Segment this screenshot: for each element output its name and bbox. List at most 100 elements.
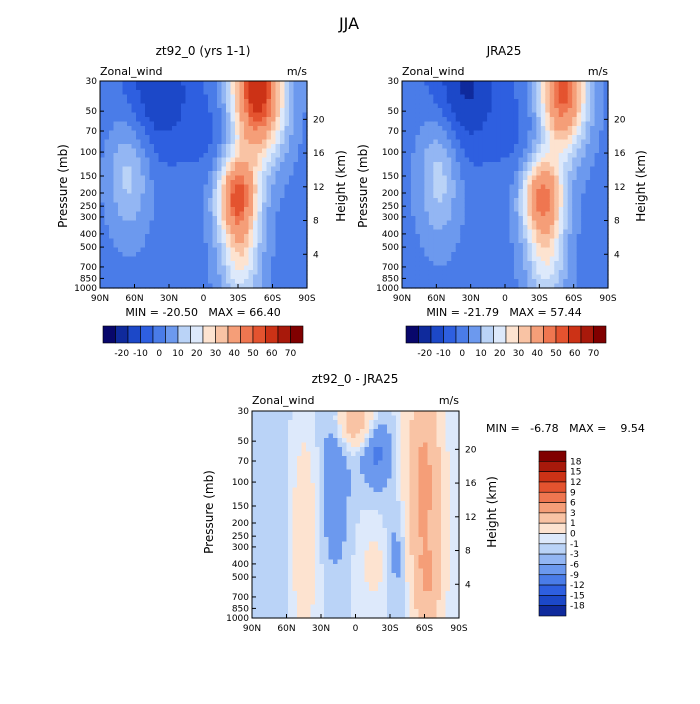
field-cell <box>501 108 506 113</box>
field-cell <box>581 140 586 145</box>
field-cell <box>545 144 550 149</box>
field-cell <box>213 230 218 235</box>
field-cell <box>275 420 280 425</box>
field-cell <box>123 153 128 158</box>
field-cell <box>159 149 164 154</box>
field-cell <box>222 104 227 109</box>
field-cell <box>195 95 200 100</box>
field-cell <box>132 252 137 257</box>
field-cell <box>168 207 173 212</box>
field-cell <box>595 99 600 104</box>
field-cell <box>267 189 272 194</box>
field-cell <box>213 212 218 217</box>
field-cell <box>136 185 141 190</box>
field-cell <box>554 230 559 235</box>
field-cell <box>249 185 254 190</box>
field-cell <box>590 221 595 226</box>
y-tick-label: 300 <box>382 213 399 223</box>
field-cell <box>257 447 262 452</box>
field-cell <box>275 411 280 416</box>
field-cell <box>100 90 105 95</box>
field-cell <box>406 203 411 208</box>
field-cell <box>240 113 245 118</box>
field-cell <box>258 207 263 212</box>
field-cell <box>595 194 600 199</box>
field-cell <box>279 519 284 524</box>
field-cell <box>249 252 254 257</box>
field-cell <box>527 221 532 226</box>
field-cell <box>492 239 497 244</box>
field-cell <box>460 230 465 235</box>
field-cell <box>406 176 411 181</box>
field-cell <box>483 270 488 275</box>
field-cell <box>262 225 267 230</box>
field-cell <box>505 167 510 172</box>
field-cell <box>271 104 276 109</box>
field-cell <box>258 234 263 239</box>
field-cell <box>415 126 420 131</box>
field-cell <box>554 144 559 149</box>
field-cell <box>226 126 231 131</box>
field-cell <box>474 149 479 154</box>
field-cell <box>438 221 443 226</box>
field-cell <box>244 243 249 248</box>
field-cell <box>249 81 254 86</box>
field-cell <box>181 252 186 257</box>
field-cell <box>294 126 299 131</box>
field-cell <box>217 239 222 244</box>
field-cell <box>523 113 528 118</box>
field-cell <box>261 596 266 601</box>
field-cell <box>492 113 497 118</box>
field-cell <box>460 279 465 284</box>
field-cell <box>415 95 420 100</box>
field-cell <box>586 189 591 194</box>
field-cell <box>581 257 586 262</box>
field-cell <box>240 176 245 181</box>
field-cell <box>240 158 245 163</box>
field-cell <box>545 275 550 280</box>
field-cell <box>109 99 114 104</box>
field-cell <box>271 279 276 284</box>
field-cell <box>213 257 218 262</box>
field-cell <box>249 153 254 158</box>
field-cell <box>586 279 591 284</box>
field-cell <box>483 239 488 244</box>
field-cell <box>527 108 532 113</box>
field-cell <box>177 117 182 122</box>
field-cell <box>469 117 474 122</box>
field-cell <box>275 488 280 493</box>
field-cell <box>145 239 150 244</box>
field-cell <box>275 416 280 421</box>
field-cell <box>226 275 231 280</box>
field-cell <box>258 279 263 284</box>
field-cell <box>586 203 591 208</box>
field-cell <box>527 185 532 190</box>
field-cell <box>177 207 182 212</box>
y2-axis-label: Height (km) <box>634 150 648 221</box>
field-cell <box>150 149 155 154</box>
field-cell <box>258 104 263 109</box>
field-cell <box>145 221 150 226</box>
field-cell <box>465 252 470 257</box>
field-cell <box>492 131 497 136</box>
field-cell <box>532 122 537 127</box>
field-cell <box>298 230 303 235</box>
field-cell <box>429 266 434 271</box>
field-cell <box>186 257 191 262</box>
field-cell <box>599 261 604 266</box>
field-cell <box>136 194 141 199</box>
field-cell <box>456 144 461 149</box>
field-cell <box>586 81 591 86</box>
field-cell <box>109 144 114 149</box>
field-cell <box>465 99 470 104</box>
field-cell <box>240 126 245 131</box>
field-cell <box>297 542 302 547</box>
field-cell <box>280 266 285 271</box>
field-cell <box>231 135 236 140</box>
field-cell <box>536 212 541 217</box>
field-cell <box>406 95 411 100</box>
field-cell <box>289 248 294 253</box>
field-cell <box>190 243 195 248</box>
field-cell <box>240 194 245 199</box>
field-cell <box>231 275 236 280</box>
